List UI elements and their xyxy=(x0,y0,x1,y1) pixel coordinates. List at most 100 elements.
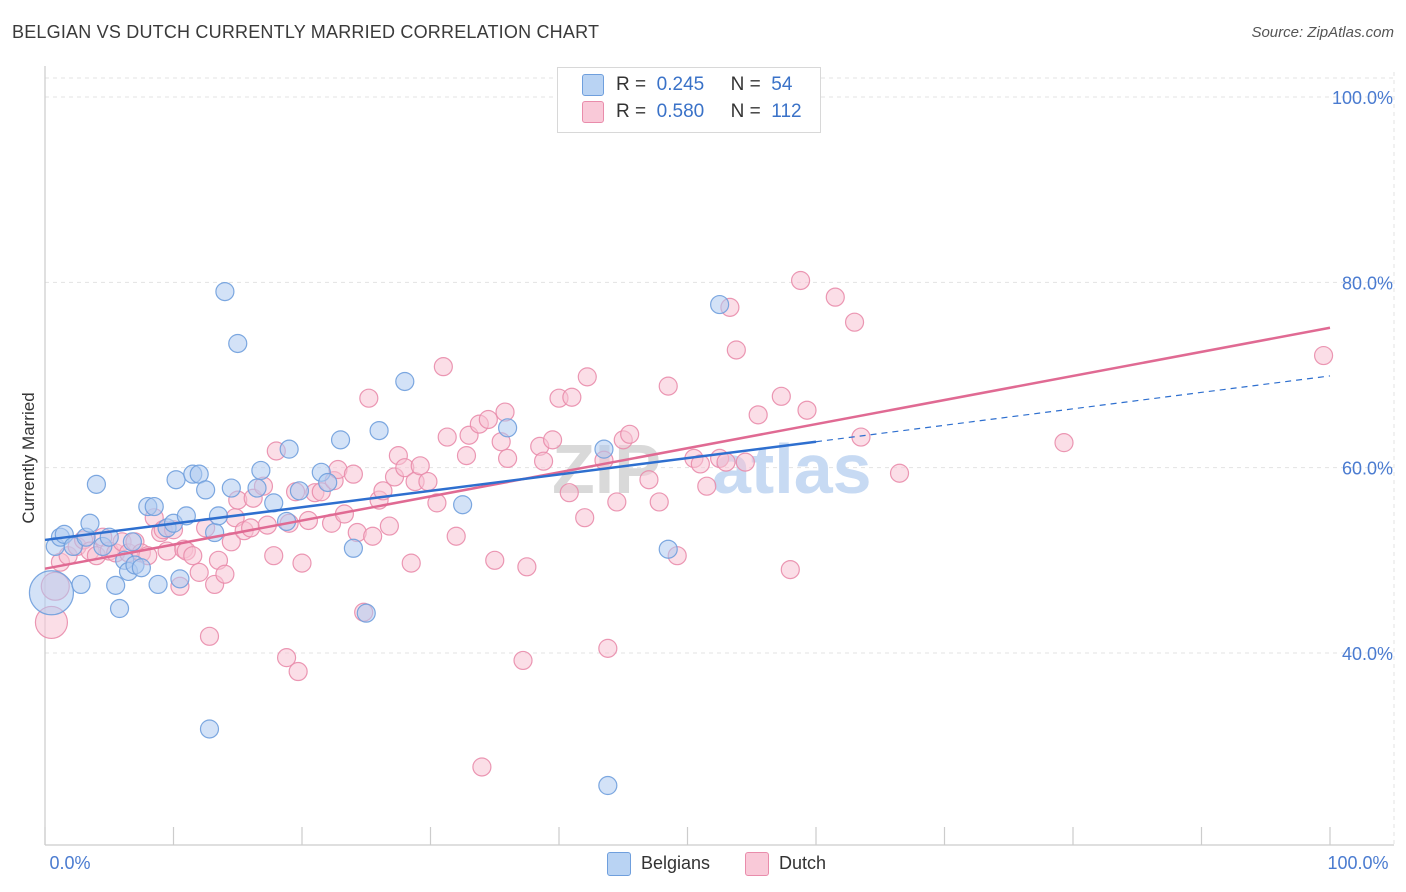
dutch-point xyxy=(780,559,800,580)
y-tick-label: 80.0% xyxy=(1342,273,1393,293)
belgian-point xyxy=(28,570,75,616)
dutch-point xyxy=(343,464,363,484)
dutch-swatch xyxy=(582,101,604,123)
dutch-point xyxy=(690,454,710,474)
dutch-point xyxy=(478,409,498,430)
dutch-point xyxy=(199,626,220,646)
dutch-point xyxy=(498,448,518,468)
dutch-point xyxy=(790,270,811,291)
belgian-point xyxy=(498,418,518,438)
dutch-point xyxy=(276,648,297,668)
dutch-point xyxy=(292,553,312,573)
dutch-n-value: 112 xyxy=(771,101,802,123)
watermark-atlas: atlas xyxy=(712,430,872,508)
chart-title: BELGIAN VS DUTCH CURRENTLY MARRIED CORRE… xyxy=(12,22,600,42)
trendlines xyxy=(44,326,1331,570)
correlation-legend: R = 0.245 N = 54 R = 0.580 N = 112 xyxy=(557,67,821,133)
dutch-point xyxy=(649,492,669,512)
belgian-point xyxy=(144,496,164,517)
belgian-point xyxy=(86,474,107,494)
dutch-point xyxy=(401,553,421,573)
y-tick-label: 100.0% xyxy=(1332,88,1393,108)
dutch-point xyxy=(485,550,505,570)
belgian-point xyxy=(221,478,241,498)
dutch-point xyxy=(735,452,755,472)
belgian-point xyxy=(318,472,338,493)
dutch-point xyxy=(264,546,284,566)
dutch-point xyxy=(446,526,466,546)
dutch-point xyxy=(183,546,203,566)
belgian-point xyxy=(196,480,216,500)
dutch-point xyxy=(797,400,817,420)
dutch-point xyxy=(639,470,659,490)
dutch-point xyxy=(363,526,383,546)
dutch-point xyxy=(456,446,477,466)
dutch-trendline xyxy=(44,326,1331,570)
dutch-legend-swatch xyxy=(745,852,769,876)
dutch-point xyxy=(598,638,618,658)
dutch-point xyxy=(427,493,447,513)
legend-n-label: N = xyxy=(730,101,761,123)
dutch-point xyxy=(620,424,640,444)
belgians-r-value: 0.245 xyxy=(656,74,705,96)
dutch-point xyxy=(437,427,457,447)
dutch-point xyxy=(1313,345,1334,366)
belgian-point xyxy=(594,439,614,459)
belgian-point xyxy=(122,532,142,552)
dutch-point xyxy=(562,387,582,407)
belgians-swatch xyxy=(582,74,604,96)
dutch-point xyxy=(288,661,308,682)
belgian-point xyxy=(289,481,310,501)
y-tick-labels: 40.0% 60.0% 80.0% 100.0% xyxy=(1332,88,1393,664)
belgian-point xyxy=(710,294,730,315)
dutch-point xyxy=(1054,433,1074,453)
belgian-point xyxy=(369,421,389,441)
dutch-point xyxy=(189,562,209,582)
belgian-point xyxy=(247,478,267,498)
belgian-point xyxy=(170,569,190,589)
dutch-point xyxy=(697,476,717,496)
dutch-point xyxy=(359,388,379,408)
legend-row-dutch: R = 0.580 N = 112 xyxy=(582,101,802,127)
belgian-point xyxy=(658,539,678,559)
belgian-point xyxy=(80,513,100,533)
legend-r-label: R = xyxy=(616,101,647,123)
dutch-point xyxy=(418,471,438,492)
dutch-point xyxy=(559,483,579,503)
belgian-point xyxy=(106,575,126,595)
belgian-point xyxy=(330,430,351,450)
dutch-point xyxy=(658,376,678,396)
dutch-point xyxy=(533,451,554,471)
x-tick-label-max: 100.0% xyxy=(1327,853,1388,873)
dutch-point xyxy=(575,508,595,528)
dutch-point xyxy=(379,516,399,536)
legend-row-belgians: R = 0.245 N = 54 xyxy=(582,74,792,100)
dutch-point xyxy=(410,456,430,476)
belgian-point xyxy=(131,558,151,578)
belgian-point xyxy=(279,439,299,459)
belgian-point xyxy=(71,574,91,595)
dutch-r-value: 0.580 xyxy=(656,101,705,123)
belgian-point xyxy=(148,574,168,595)
belgian-point xyxy=(453,495,473,515)
belgians-n-value: 54 xyxy=(771,74,793,96)
dutch-point xyxy=(748,405,768,425)
y-tick-label: 40.0% xyxy=(1342,644,1393,664)
dutch-point xyxy=(215,564,235,584)
dutch-point xyxy=(771,386,791,406)
belgian-point xyxy=(109,598,130,619)
dutch-point xyxy=(577,367,597,387)
y-axis-label: Currently Married xyxy=(19,392,38,523)
belgian-trendline xyxy=(44,440,817,542)
belgian-point xyxy=(356,603,376,623)
belgian-point xyxy=(166,470,186,490)
dutch-point xyxy=(716,452,736,472)
belgian-point xyxy=(215,282,235,302)
source-credit: Source: ZipAtlas.com xyxy=(1251,24,1394,41)
dutch-point xyxy=(513,650,533,671)
belgian-trendline-extension xyxy=(815,375,1331,443)
y-tick-label: 60.0% xyxy=(1342,459,1393,479)
belgians-legend-label: Belgians xyxy=(641,852,711,873)
dutch-point xyxy=(517,557,537,577)
legend-n-label: N = xyxy=(730,74,761,96)
